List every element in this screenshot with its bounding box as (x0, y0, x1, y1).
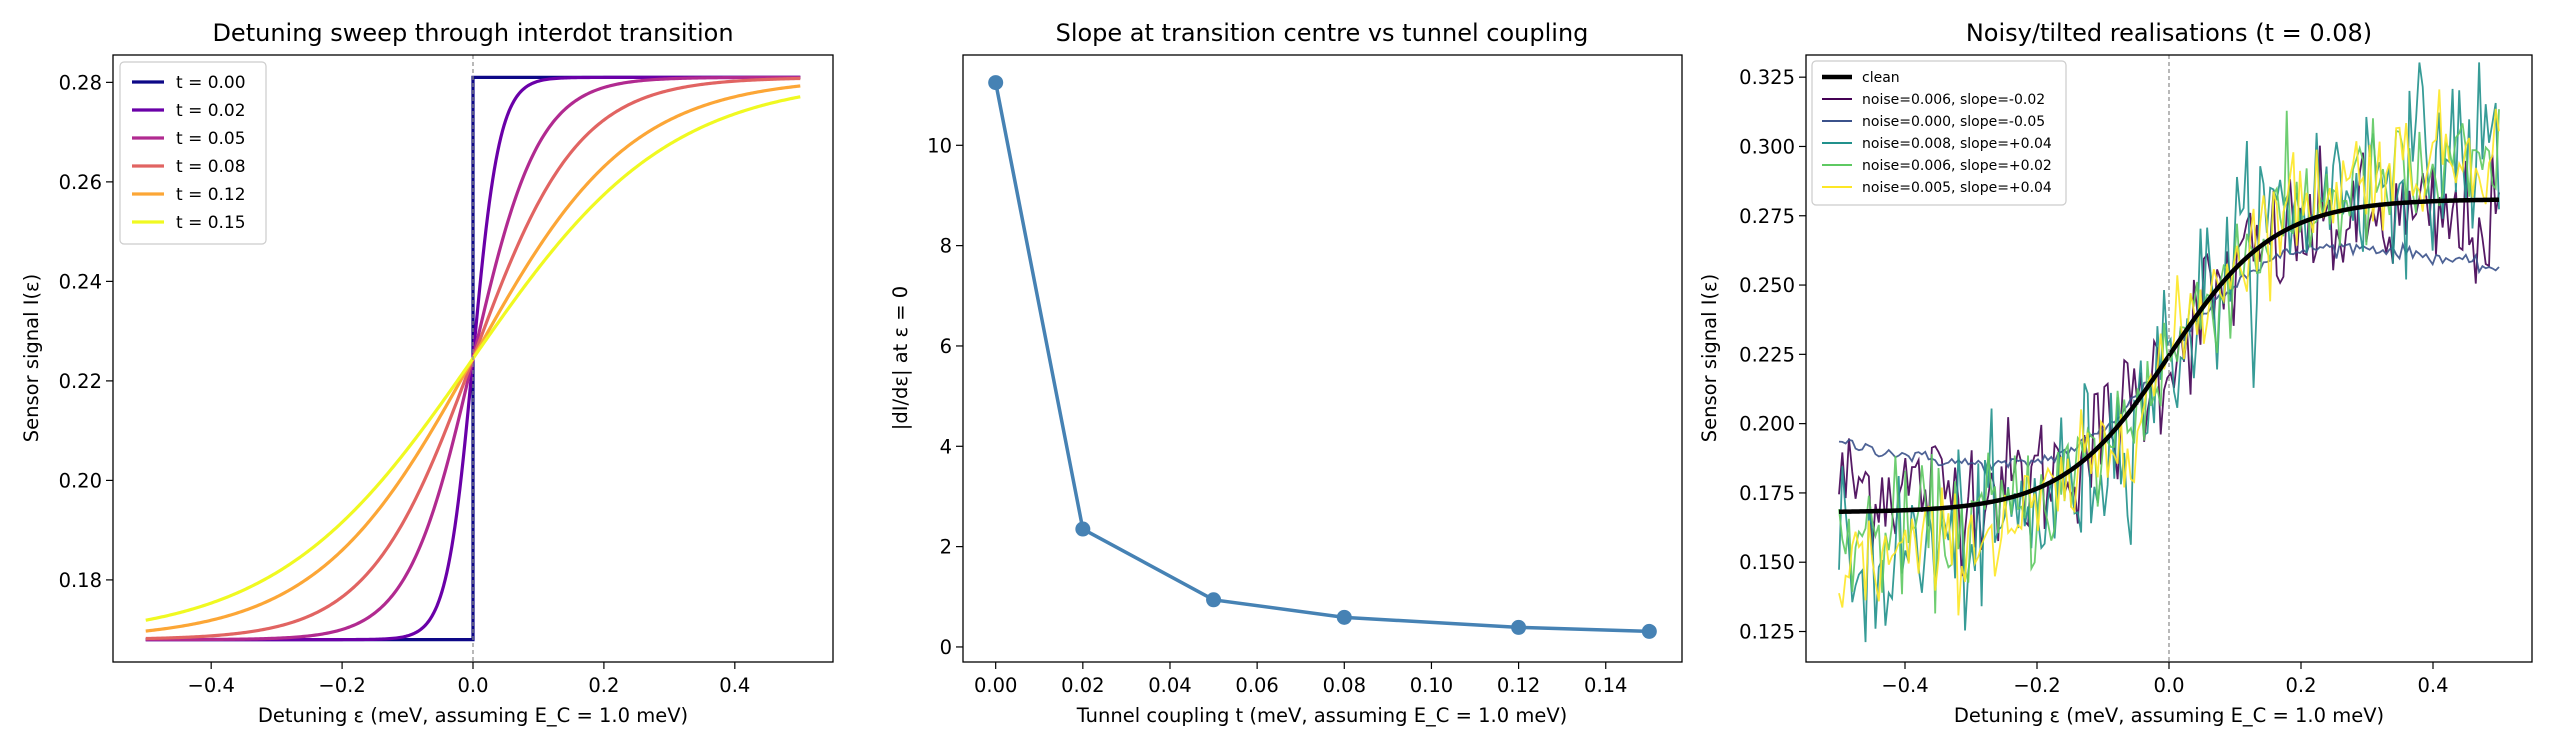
y-tick-label: 0.200 (1739, 413, 1795, 436)
noisy-series-line-1 (1838, 145, 2500, 577)
y-tick-label: 2 (940, 536, 952, 559)
y-tick-label: 0.175 (1739, 482, 1795, 505)
y-tick-label: 0.28 (59, 71, 102, 94)
y-tick-label: 0 (940, 636, 952, 659)
legend: t = 0.00 t = 0.02 t = 0.05 t = 0.08 t = 0.12… (119, 61, 267, 245)
x-tick-label: 0.02 (1061, 674, 1104, 697)
y-tick-label: 0.22 (59, 370, 102, 393)
x-tick-label: 0.08 (1323, 674, 1366, 697)
chart-title: Noisy/tilted realisations (t = 0.08) (1966, 19, 2372, 47)
legend-label: noise=0.006, slope=+0.02 (1862, 158, 2052, 174)
legend-label: t = 0.12 (176, 185, 246, 205)
chart-title: Slope at transition centre vs tunnel cou… (1056, 19, 1589, 47)
y-tick-label: 0.300 (1739, 135, 1795, 158)
x-axis-label: Tunnel coupling t (meV, assuming E_C = 1… (1076, 704, 1568, 727)
x-tick-label: 0.0 (2153, 674, 2184, 697)
slope-line (993, 82, 1650, 634)
y-tick-label: 4 (940, 435, 952, 458)
legend-box (1811, 60, 2067, 206)
x-tick-label: 0.2 (588, 674, 619, 697)
y-axis-label: Sensor signal I(ε) (1698, 274, 1721, 442)
x-tick-label: 0.0 (457, 674, 488, 697)
x-tick-label: 0.4 (2417, 674, 2448, 697)
chart-panel-detuning-sweep: Detuning sweep through interdot transiti… (20, 19, 834, 727)
x-axis-label: Detuning ε (meV, assuming E_C = 1.0 meV) (258, 704, 688, 727)
x-tick-label: −0.2 (2013, 674, 2060, 697)
legend-label: noise=0.005, slope=+0.04 (1862, 180, 2052, 196)
x-tick-label: 0.10 (1410, 674, 1453, 697)
chart-title: Detuning sweep through interdot transiti… (212, 19, 733, 47)
chart-panel-noisy-realisations: Noisy/tilted realisations (t = 0.08) −0.… (1698, 19, 2533, 727)
data-point (1336, 609, 1352, 625)
x-tick-label: 0.04 (1148, 674, 1191, 697)
legend-label: noise=0.006, slope=-0.02 (1862, 92, 2045, 108)
y-tick-label: 0.325 (1739, 66, 1795, 89)
x-tick-label: −0.2 (318, 674, 365, 697)
x-tick-label: 0.2 (2285, 674, 2316, 697)
x-tick-label: 0.4 (719, 674, 750, 697)
x-tick-label: −0.4 (1881, 674, 1928, 697)
legend-label: clean (1862, 70, 1900, 86)
y-tick-label: 0.18 (59, 569, 102, 592)
y-tick-label: 6 (940, 335, 952, 358)
y-tick-label: 0.150 (1739, 551, 1795, 574)
plot-frame (962, 54, 1683, 663)
x-tick-label: 0.06 (1235, 674, 1278, 697)
data-point (1641, 623, 1657, 639)
y-tick-label: 0.250 (1739, 274, 1795, 297)
y-tick-label: 0.26 (59, 171, 102, 194)
data-point (1511, 619, 1527, 635)
chart-panel-slope-vs-coupling: Slope at transition centre vs tunnel cou… (889, 19, 1683, 727)
legend: clean noise=0.006, slope=-0.02 noise=0.000… (1811, 60, 2067, 206)
legend-label: noise=0.008, slope=+0.04 (1862, 136, 2052, 152)
legend-label: t = 0.05 (176, 129, 246, 149)
y-tick-label: 8 (940, 235, 952, 258)
y-tick-label: 0.225 (1739, 343, 1795, 366)
x-tick-label: 0.12 (1497, 674, 1540, 697)
y-axis-label: Sensor signal I(ε) (20, 274, 43, 442)
y-tick-label: 0.24 (59, 270, 102, 293)
legend-label: t = 0.02 (176, 101, 246, 121)
data-point (1206, 592, 1222, 608)
y-tick-label: 10 (927, 134, 952, 157)
legend-label: noise=0.000, slope=-0.05 (1862, 114, 2045, 130)
legend-label: t = 0.00 (176, 73, 246, 93)
data-point (988, 75, 1004, 91)
data-point (1075, 521, 1091, 537)
x-tick-label: 0.00 (974, 674, 1017, 697)
x-axis-label: Detuning ε (meV, assuming E_C = 1.0 meV) (1954, 704, 2384, 727)
x-tick-label: 0.14 (1584, 674, 1627, 697)
legend-box (119, 61, 267, 245)
legend-label: t = 0.08 (176, 157, 246, 177)
y-tick-label: 0.275 (1739, 205, 1795, 228)
x-tick-label: −0.4 (188, 674, 235, 697)
legend-label: t = 0.15 (176, 213, 246, 233)
y-tick-label: 0.125 (1739, 621, 1795, 644)
clean-series-line (1838, 197, 2500, 514)
y-axis-label: |dI/dε| at ε = 0 (889, 286, 912, 430)
y-tick-label: 0.20 (59, 469, 102, 492)
